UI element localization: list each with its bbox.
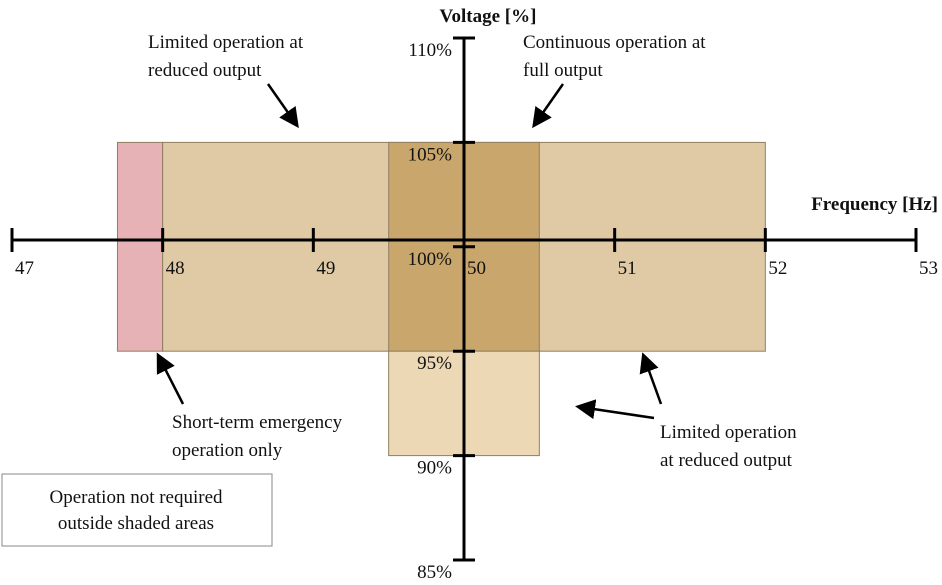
x-tick-label: 47	[15, 258, 34, 279]
arrow	[266, 83, 299, 129]
y-tick-label: 100%	[408, 249, 453, 270]
y-tick-label: 90%	[417, 458, 452, 479]
y-tick-label: 105%	[408, 144, 453, 165]
annotation: Limited operation at reduced output	[660, 422, 797, 471]
note-box	[1, 473, 273, 547]
x-tick-label: 48	[166, 258, 185, 279]
arrow	[639, 352, 663, 405]
x-tick-label: 50	[467, 258, 486, 279]
y-axis-title: Voltage [%]	[440, 6, 537, 27]
y-tick-label: 85%	[417, 562, 452, 583]
arrow	[532, 83, 565, 129]
x-tick-label: 51	[618, 258, 637, 279]
annotation: Short-term emergency operation only	[172, 412, 343, 461]
note: Operation not required outside shaded are…	[49, 487, 223, 534]
x-tick-label: 49	[316, 258, 335, 279]
x-axis-title: Frequency [Hz]	[811, 194, 938, 215]
annotation: Limited operation at reduced output	[148, 32, 304, 81]
region	[116, 141, 164, 352]
x-tick-label: 53	[919, 258, 938, 279]
y-tick-label: 110%	[408, 40, 452, 61]
annotation: Continuous operation at full output	[523, 32, 706, 81]
arrow	[575, 399, 655, 420]
x-tick-label: 52	[768, 258, 787, 279]
arrow	[156, 352, 185, 405]
y-tick-label: 95%	[417, 353, 452, 374]
